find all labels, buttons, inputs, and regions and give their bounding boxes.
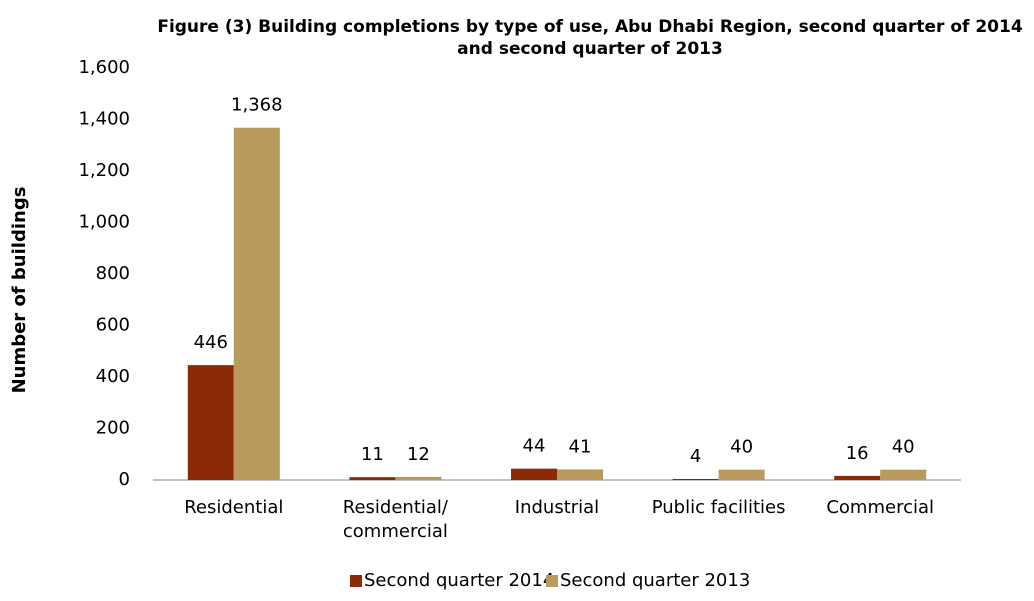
y-tick-label: 1,600 <box>78 57 130 78</box>
data-label: 11 <box>361 444 384 465</box>
x-tick-label: Residential <box>184 497 284 518</box>
y-axis-label: Number of buildings <box>9 186 30 394</box>
data-label: 4 <box>690 446 701 467</box>
y-tick-label: 1,200 <box>78 160 130 181</box>
data-label: 16 <box>846 443 869 464</box>
y-tick-label: 400 <box>96 366 130 387</box>
data-label: 446 <box>194 332 228 353</box>
y-tick-label: 0 <box>119 469 130 490</box>
y-tick-label: 1,400 <box>78 109 130 130</box>
x-tick-label: Residential/ commercial <box>342 497 448 542</box>
bar <box>834 475 881 480</box>
bar <box>557 469 603 480</box>
bar <box>718 469 765 480</box>
data-label: 44 <box>523 436 546 457</box>
bar <box>395 476 442 480</box>
legend-label: Second quarter 2014 <box>364 570 554 591</box>
y-tick-label: 200 <box>96 418 130 439</box>
x-tick-label: Industrial <box>514 497 600 518</box>
bar <box>349 477 396 480</box>
x-tick-label: Commercial <box>826 497 935 518</box>
chart-title: Figure (3) Building completions by type … <box>157 17 1023 59</box>
data-label: 40 <box>730 437 753 458</box>
bar <box>880 469 927 480</box>
data-label: 1,368 <box>231 95 283 116</box>
bar <box>233 127 280 481</box>
bar <box>511 468 557 480</box>
legend-swatch <box>546 575 558 587</box>
data-label: 12 <box>407 444 430 465</box>
y-tick-label: 600 <box>96 315 130 336</box>
bar <box>187 365 234 480</box>
y-tick-label: 1,000 <box>78 212 130 233</box>
legend-swatch <box>350 575 362 587</box>
data-label: 40 <box>892 437 915 458</box>
data-label: 41 <box>569 436 592 457</box>
legend-label: Second quarter 2013 <box>560 570 750 591</box>
bar <box>672 478 719 480</box>
x-tick-label: Public facilities <box>651 497 786 518</box>
y-tick-label: 800 <box>96 263 130 284</box>
